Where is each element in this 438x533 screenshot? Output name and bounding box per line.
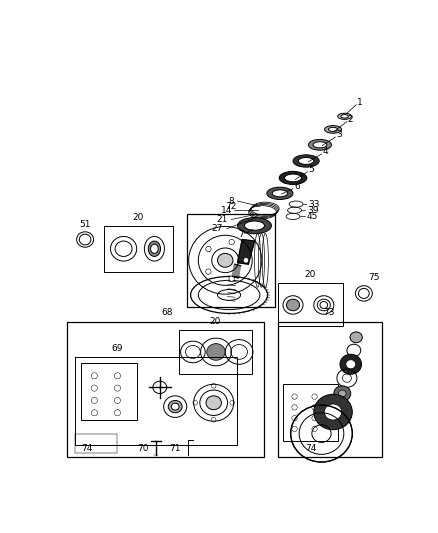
Ellipse shape bbox=[346, 360, 356, 369]
Ellipse shape bbox=[325, 404, 342, 420]
Text: 70: 70 bbox=[137, 445, 148, 454]
Text: 20: 20 bbox=[209, 318, 221, 326]
Text: 51: 51 bbox=[79, 220, 91, 229]
Ellipse shape bbox=[148, 241, 161, 256]
Text: 73: 73 bbox=[323, 308, 335, 317]
Ellipse shape bbox=[237, 217, 272, 234]
Polygon shape bbox=[237, 239, 254, 264]
Ellipse shape bbox=[320, 302, 328, 309]
Circle shape bbox=[229, 276, 234, 281]
Text: 27: 27 bbox=[212, 224, 223, 233]
Text: 39: 39 bbox=[307, 206, 319, 215]
Ellipse shape bbox=[151, 244, 158, 253]
Text: 72: 72 bbox=[225, 202, 237, 211]
Text: 75: 75 bbox=[368, 273, 380, 282]
Text: 6: 6 bbox=[294, 182, 300, 191]
Ellipse shape bbox=[218, 253, 233, 267]
Ellipse shape bbox=[338, 113, 352, 119]
Ellipse shape bbox=[298, 158, 314, 165]
Bar bbox=[278, 284, 343, 326]
Text: 2: 2 bbox=[347, 115, 353, 124]
Text: 3: 3 bbox=[336, 130, 342, 139]
Circle shape bbox=[206, 246, 211, 252]
Ellipse shape bbox=[341, 115, 349, 118]
Circle shape bbox=[206, 269, 211, 274]
Text: 4: 4 bbox=[322, 147, 328, 156]
Text: 14: 14 bbox=[221, 206, 233, 215]
Text: 1: 1 bbox=[357, 98, 363, 107]
Bar bbox=[75, 433, 117, 453]
Text: 7: 7 bbox=[238, 230, 244, 239]
Ellipse shape bbox=[358, 288, 369, 298]
Bar bbox=[179, 329, 252, 374]
Ellipse shape bbox=[285, 174, 301, 182]
Bar bbox=[103, 225, 173, 272]
Ellipse shape bbox=[350, 332, 362, 343]
Text: 74: 74 bbox=[81, 445, 92, 454]
Bar bbox=[187, 214, 276, 306]
Ellipse shape bbox=[308, 140, 332, 150]
Bar bbox=[75, 357, 237, 445]
Text: 33: 33 bbox=[308, 199, 320, 208]
Circle shape bbox=[244, 257, 249, 263]
Ellipse shape bbox=[206, 396, 221, 410]
Ellipse shape bbox=[325, 126, 342, 133]
Ellipse shape bbox=[313, 142, 327, 148]
Bar bbox=[67, 322, 264, 457]
Ellipse shape bbox=[293, 155, 319, 167]
Ellipse shape bbox=[207, 344, 225, 360]
Polygon shape bbox=[232, 264, 240, 278]
Ellipse shape bbox=[286, 299, 300, 311]
Text: 20: 20 bbox=[304, 270, 316, 279]
Ellipse shape bbox=[267, 187, 293, 199]
Bar bbox=[278, 322, 381, 457]
Ellipse shape bbox=[334, 386, 351, 401]
Ellipse shape bbox=[79, 234, 91, 245]
Circle shape bbox=[229, 239, 234, 245]
Ellipse shape bbox=[339, 390, 346, 397]
Text: 5: 5 bbox=[309, 165, 314, 174]
Text: 69: 69 bbox=[112, 344, 123, 353]
Text: 20: 20 bbox=[133, 213, 144, 222]
Ellipse shape bbox=[314, 394, 352, 430]
Text: 21: 21 bbox=[216, 215, 228, 224]
Ellipse shape bbox=[171, 403, 179, 410]
Bar bbox=[81, 363, 137, 421]
Text: 68: 68 bbox=[162, 308, 173, 317]
Ellipse shape bbox=[115, 241, 132, 256]
Ellipse shape bbox=[328, 127, 338, 132]
Bar bbox=[283, 384, 339, 441]
Ellipse shape bbox=[168, 400, 182, 413]
Ellipse shape bbox=[279, 172, 307, 184]
Text: 8: 8 bbox=[229, 197, 234, 206]
Text: 74: 74 bbox=[305, 445, 316, 454]
Text: 45: 45 bbox=[307, 212, 318, 221]
Ellipse shape bbox=[272, 190, 288, 197]
Ellipse shape bbox=[244, 221, 265, 230]
Text: 71: 71 bbox=[170, 445, 181, 454]
Ellipse shape bbox=[340, 354, 361, 374]
